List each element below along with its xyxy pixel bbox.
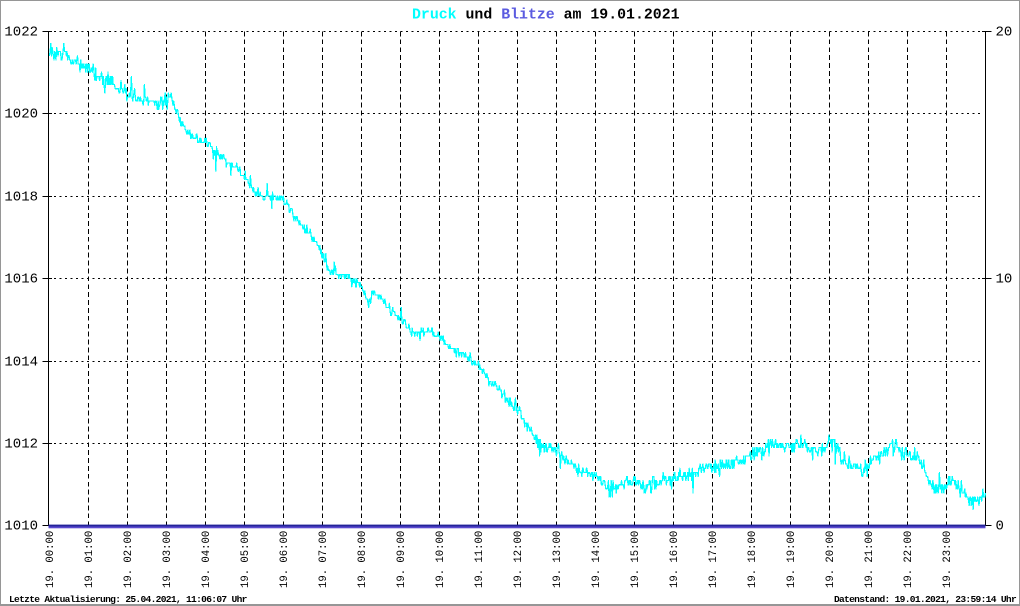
svg-text:1012: 1012 xyxy=(4,437,38,453)
svg-text:20: 20 xyxy=(996,25,1013,41)
svg-text:Letzte Aktualisierung: 25.04.2: Letzte Aktualisierung: 25.04.2021, 11:06… xyxy=(9,594,248,605)
svg-text:1018: 1018 xyxy=(4,190,38,206)
svg-text:1020: 1020 xyxy=(4,107,38,123)
svg-text:19. 21:00: 19. 21:00 xyxy=(864,531,876,588)
svg-text:19. 09:00: 19. 09:00 xyxy=(396,531,408,588)
svg-text:19. 20:00: 19. 20:00 xyxy=(825,531,837,588)
svg-text:19. 07:00: 19. 07:00 xyxy=(318,531,330,588)
svg-text:19. 16:00: 19. 16:00 xyxy=(669,531,681,588)
svg-text:1022: 1022 xyxy=(4,25,38,41)
svg-text:19. 12:00: 19. 12:00 xyxy=(513,531,525,588)
svg-text:0: 0 xyxy=(996,519,1004,535)
svg-text:19. 15:00: 19. 15:00 xyxy=(630,531,642,588)
svg-text:19. 13:00: 19. 13:00 xyxy=(552,531,564,588)
svg-text:10: 10 xyxy=(996,272,1013,288)
svg-text:19. 10:00: 19. 10:00 xyxy=(435,531,447,588)
svg-text:19. 06:00: 19. 06:00 xyxy=(279,531,291,588)
svg-text:19. 22:00: 19. 22:00 xyxy=(903,531,915,588)
svg-text:Druck und Blitze am 19.01.2021: Druck und Blitze am 19.01.2021 xyxy=(412,7,680,23)
svg-text:19. 19:00: 19. 19:00 xyxy=(786,531,798,588)
svg-text:19. 14:00: 19. 14:00 xyxy=(591,531,603,588)
svg-text:19. 03:00: 19. 03:00 xyxy=(162,531,174,588)
svg-text:19. 11:00: 19. 11:00 xyxy=(474,531,486,588)
svg-text:19. 02:00: 19. 02:00 xyxy=(123,531,135,588)
svg-text:1014: 1014 xyxy=(4,355,38,371)
svg-text:19. 17:00: 19. 17:00 xyxy=(708,531,720,588)
svg-text:19. 05:00: 19. 05:00 xyxy=(240,531,252,588)
svg-text:19. 00:00: 19. 00:00 xyxy=(45,531,57,588)
svg-text:19. 08:00: 19. 08:00 xyxy=(357,531,369,588)
svg-text:Datenstand: 19.01.2021, 23:59:: Datenstand: 19.01.2021, 23:59:14 Uhr xyxy=(834,594,1017,605)
svg-text:19. 01:00: 19. 01:00 xyxy=(84,531,96,588)
svg-text:1016: 1016 xyxy=(4,272,38,288)
svg-text:19. 23:00: 19. 23:00 xyxy=(942,531,954,588)
svg-text:19. 18:00: 19. 18:00 xyxy=(747,531,759,588)
svg-text:1010: 1010 xyxy=(4,519,38,535)
svg-text:19. 04:00: 19. 04:00 xyxy=(201,531,213,588)
